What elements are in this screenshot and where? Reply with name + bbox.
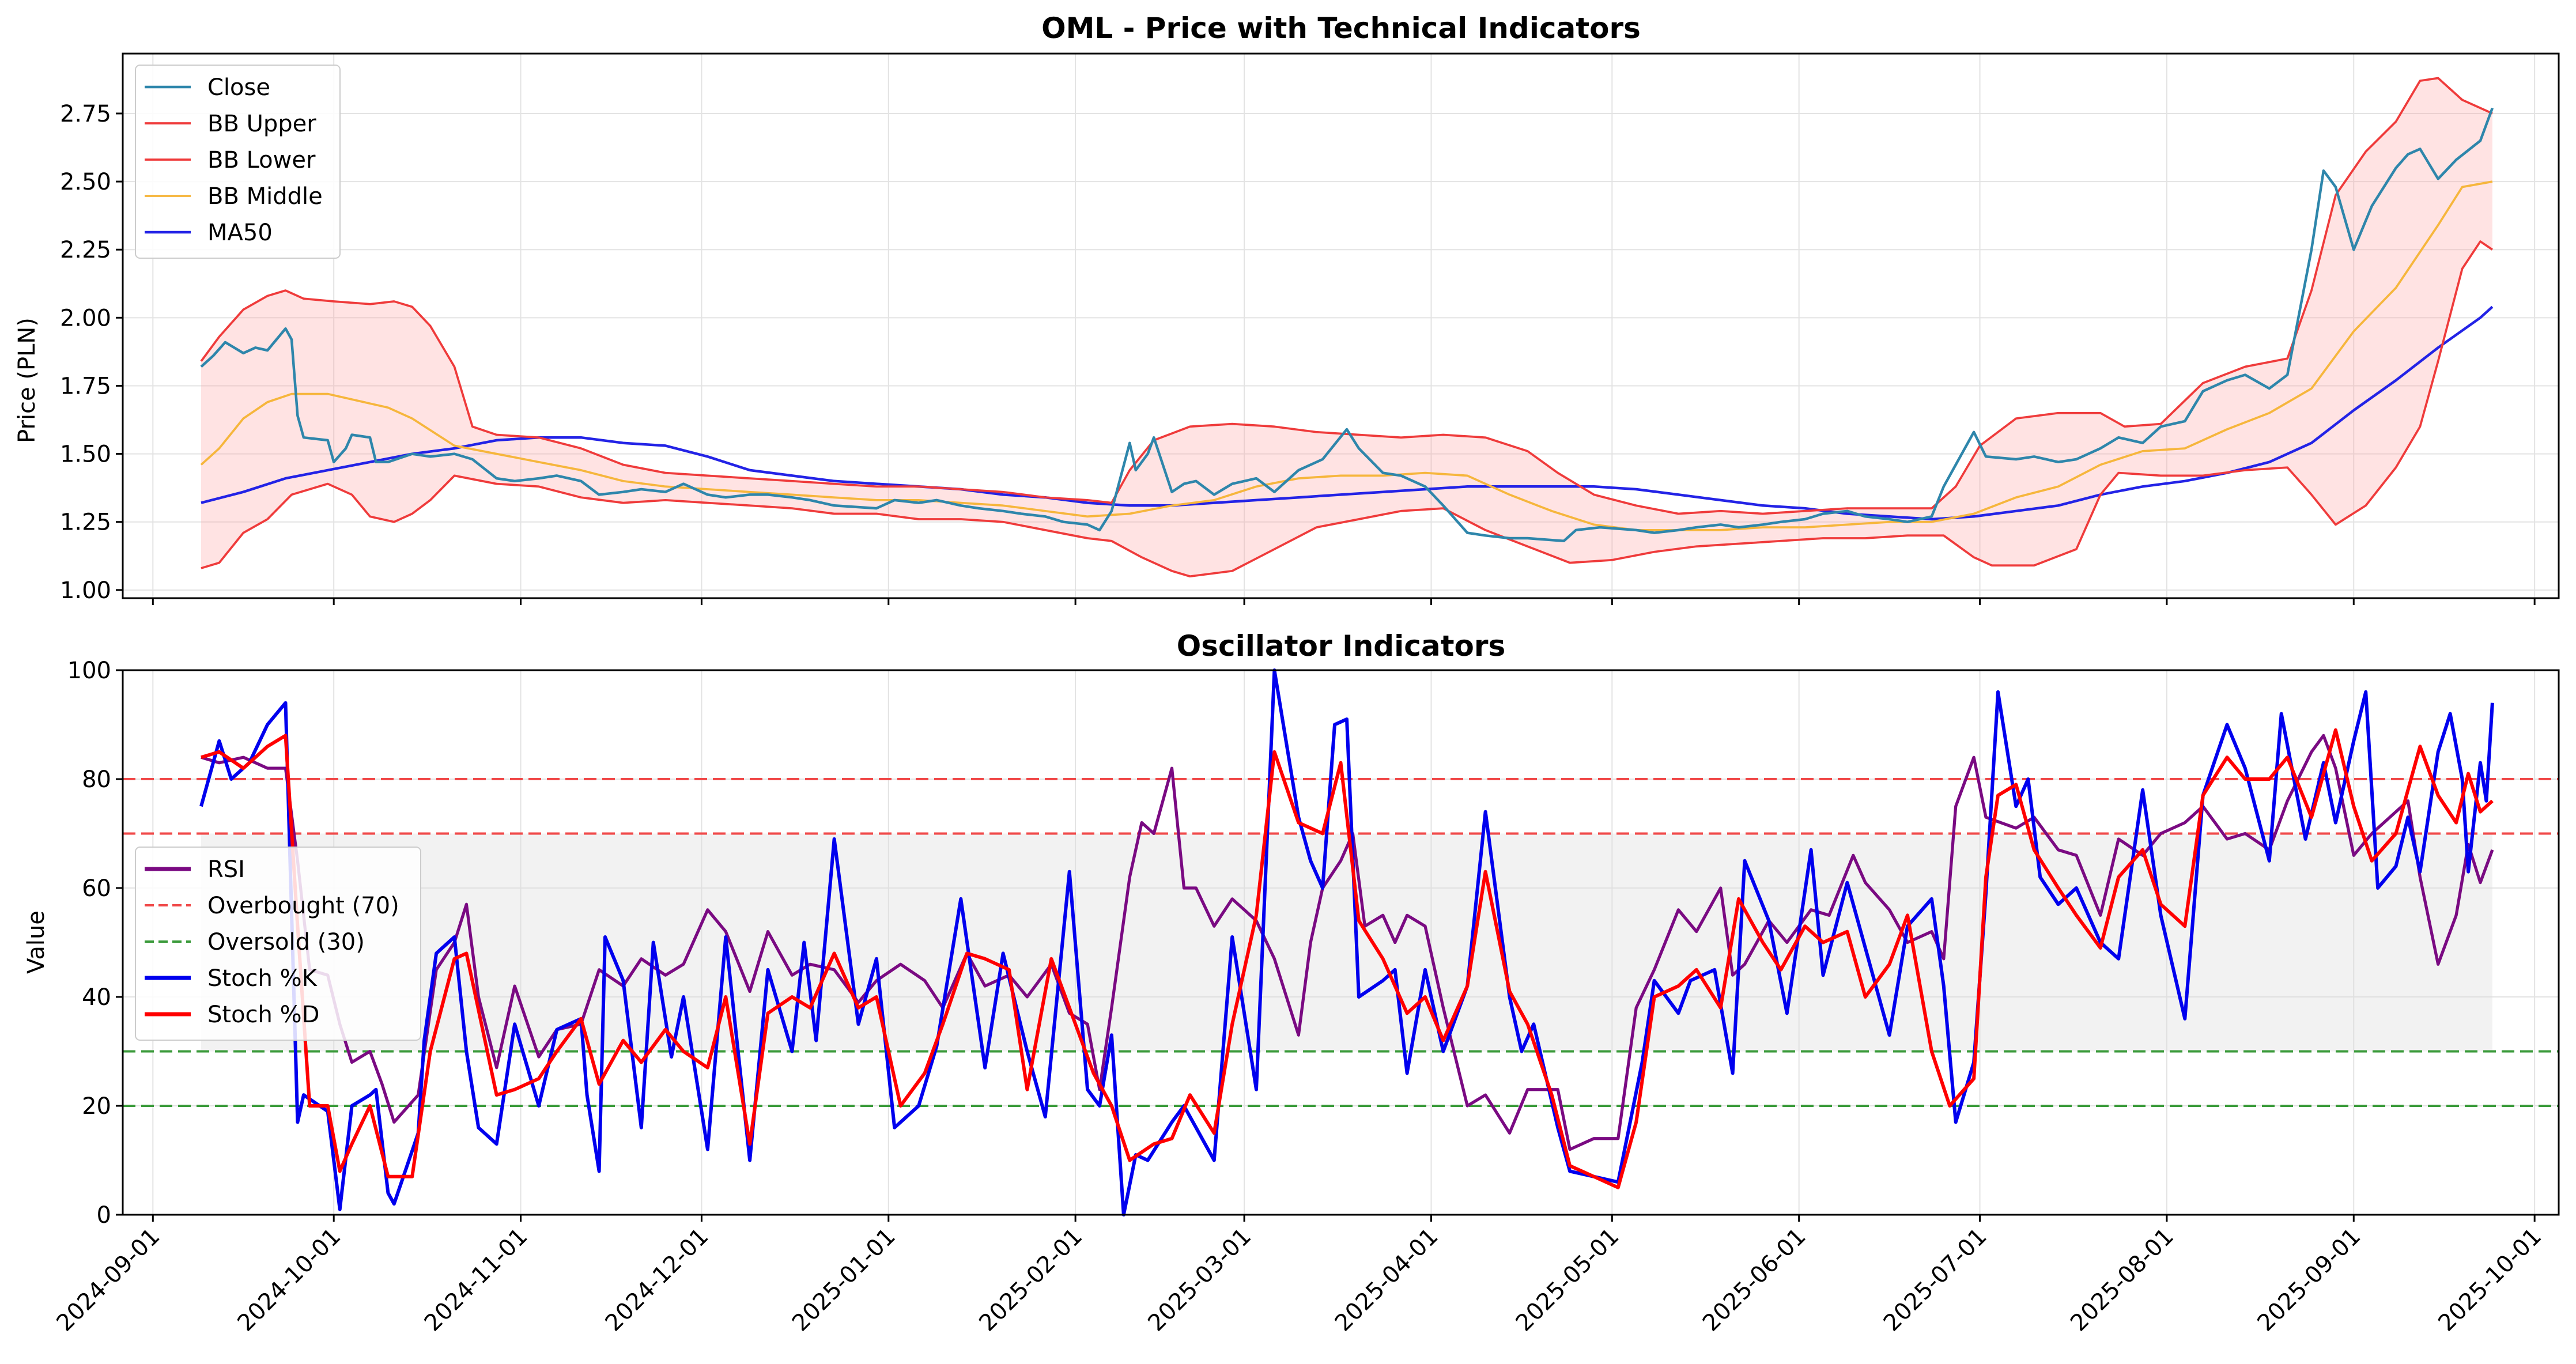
price-panel: OML - Price with Technical Indicators Pr… — [14, 12, 2560, 605]
price-plot-frame — [122, 52, 2560, 599]
y-tick-label: 2.75 — [60, 101, 111, 127]
series-line-bb-middle — [200, 180, 2493, 531]
legend-label-rsi: RSI — [207, 856, 245, 883]
legend-label-stoch-d: Stoch %D — [207, 1002, 319, 1028]
legend-label-overbought: Overbought (70) — [207, 893, 399, 919]
y-tick-label: 80 — [82, 766, 111, 793]
legend-label-ma50: MA50 — [207, 220, 273, 246]
price-series-lines — [200, 77, 2494, 578]
legend-label-bb-upper: BB Upper — [207, 111, 316, 137]
series-line-ma50 — [201, 305, 2494, 521]
y-tick-label: 20 — [82, 1093, 111, 1120]
legend-label-close: Close — [207, 74, 270, 101]
y-tick-label: 1.75 — [60, 373, 111, 399]
legend-label-bb-middle: BB Middle — [207, 183, 323, 210]
series-line-stoch-k — [199, 668, 2494, 1216]
y-tick-label: 2.50 — [60, 169, 111, 195]
legend-box — [135, 847, 421, 1041]
legend-box — [135, 65, 341, 259]
series-line-rsi — [201, 734, 2494, 1151]
legend-label-bb-lower: BB Lower — [207, 147, 316, 173]
oscillator-series-lines — [199, 668, 2494, 1216]
price-y-axis-label: Price (PLN) — [14, 318, 40, 443]
series-line-close — [200, 107, 2494, 543]
y-tick-label: 1.25 — [60, 509, 111, 536]
oscillator-y-axis-label: Value — [23, 910, 50, 974]
y-tick-label: 60 — [82, 875, 111, 902]
oscillator-plot-frame — [122, 669, 2560, 1216]
threshold-lines — [123, 778, 2559, 1107]
price-grid — [123, 54, 2559, 598]
oscillator-legend: RSI Overbought (70) Oversold (30) Stoch %K S… — [135, 847, 421, 1041]
y-tick-label: 2.00 — [60, 305, 111, 331]
series-line-stoch-d — [201, 728, 2494, 1189]
oscillator-y-ticks: 0 20 40 60 80 100 — [67, 658, 123, 1229]
price-y-ticks: 1.00 1.25 1.50 1.75 2.00 2.25 2.50 2.75 — [60, 101, 123, 604]
y-tick-label: 100 — [67, 658, 111, 684]
y-tick-label: 1.00 — [60, 577, 111, 604]
oscillator-chart-title: Oscillator Indicators — [1177, 629, 1506, 663]
series-line-bb-upper — [200, 77, 2493, 515]
y-tick-label: 40 — [82, 984, 111, 1011]
y-tick-label: 1.50 — [60, 441, 111, 468]
price-legend: Close BB Upper BB Lower BB Middle MA50 — [135, 65, 341, 259]
series-line-bb-lower — [201, 240, 2493, 578]
price-x-tick-marks — [152, 598, 2536, 605]
legend-label-stoch-k: Stoch %K — [207, 965, 318, 992]
y-tick-label: 0 — [97, 1202, 111, 1229]
legend-label-oversold: Oversold (30) — [207, 929, 365, 955]
y-tick-label: 2.25 — [60, 237, 111, 263]
price-chart-title: OML - Price with Technical Indicators — [1041, 12, 1641, 45]
